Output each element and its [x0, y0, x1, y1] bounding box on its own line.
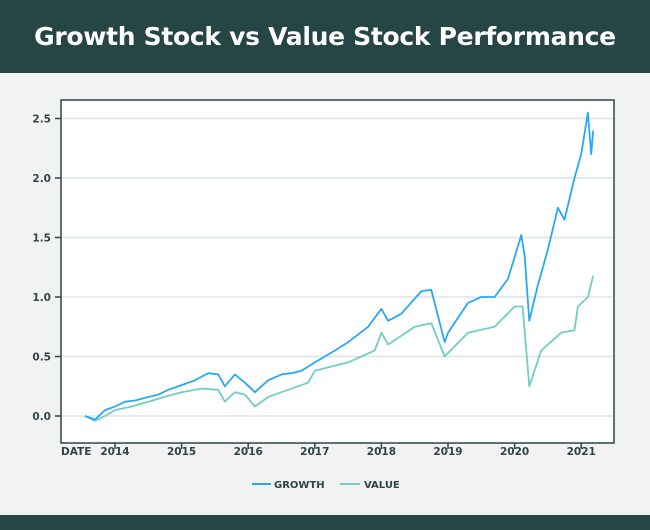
series-line-value: [84, 275, 595, 422]
footer-band: [0, 515, 650, 530]
x-tick-label: 2015: [167, 446, 196, 458]
title-banner: Growth Stock vs Value Stock Performance: [0, 0, 650, 73]
y-tick-label: 0.0: [32, 411, 51, 423]
series-line-growth: [84, 111, 595, 421]
legend: GROWTH VALUE: [252, 480, 400, 491]
x-tick-label: 2017: [300, 446, 329, 458]
x-tick-label: 2016: [234, 446, 263, 458]
x-tick-label: 2014: [100, 446, 129, 458]
legend-label-growth: GROWTH: [274, 480, 325, 491]
x-tick-label: 2019: [433, 446, 462, 458]
x-tick-label: 2020: [500, 446, 529, 458]
chart-title: Growth Stock vs Value Stock Performance: [34, 22, 616, 51]
legend-label-value: VALUE: [364, 480, 400, 491]
y-tick-label: 2.0: [32, 173, 51, 185]
plot-area: [60, 99, 615, 444]
x-tick-label: 2018: [367, 446, 396, 458]
y-tick-label: 1.0: [32, 292, 51, 304]
x-axis-label: DATE: [61, 446, 91, 458]
y-tick-label: 2.5: [32, 114, 51, 126]
y-tick-label: 1.5: [32, 233, 51, 245]
y-tick-label: 0.5: [32, 352, 51, 364]
x-tick-label: 2021: [567, 446, 596, 458]
